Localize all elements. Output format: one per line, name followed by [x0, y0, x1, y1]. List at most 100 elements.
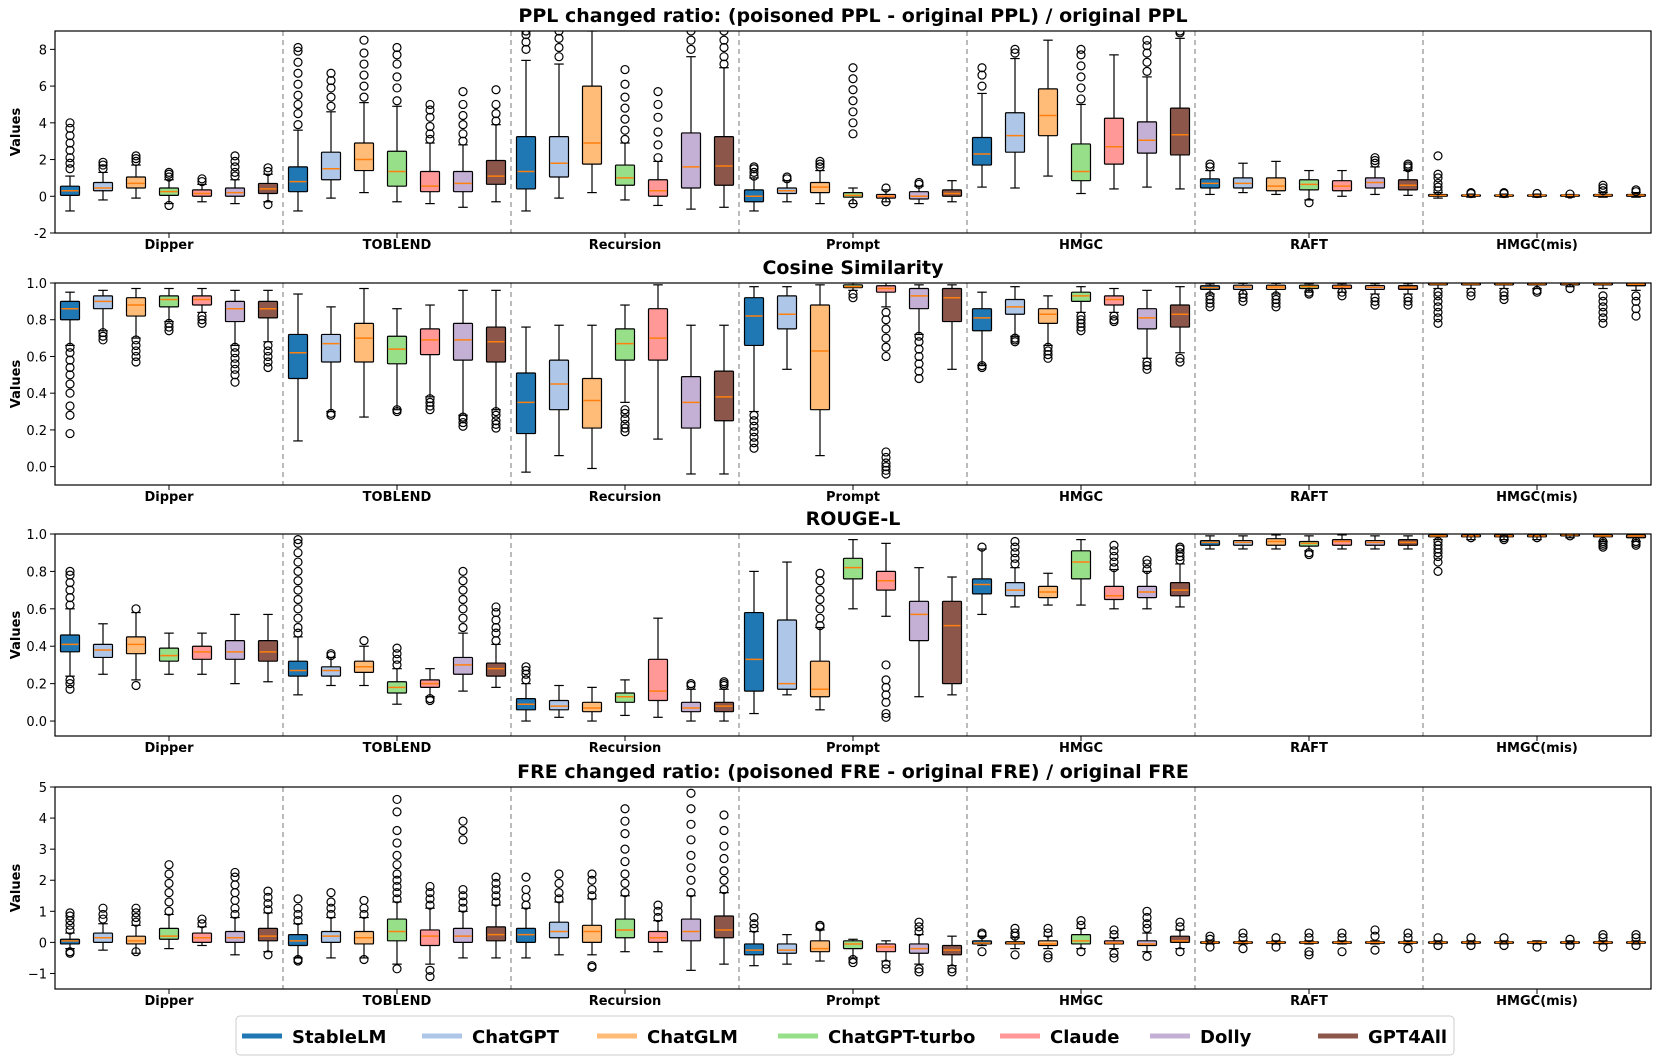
- outlier-point: [1175, 922, 1185, 932]
- outlier-point: [686, 819, 696, 829]
- outlier-point: [263, 351, 273, 362]
- outlier-point: [554, 878, 564, 888]
- outlier-point: [848, 96, 858, 106]
- outlier-point: [392, 894, 402, 904]
- box-gpt4all: [1397, 159, 1419, 196]
- outlier-point: [1370, 925, 1380, 935]
- panel-title: PPL changed ratio: (poisoned PPL - origi…: [518, 5, 1187, 27]
- outlier-point: [587, 884, 597, 895]
- outlier-point: [782, 172, 792, 182]
- outlier-point: [881, 708, 891, 719]
- box-claude: [875, 183, 897, 207]
- outlier-point: [1598, 313, 1608, 323]
- outlier-point: [1598, 307, 1608, 317]
- outlier-point: [293, 894, 303, 904]
- y-tick-label: 2: [39, 874, 47, 889]
- box-dolly: [680, 324, 702, 475]
- outlier-point: [1337, 947, 1347, 957]
- box-iqr: [647, 179, 669, 197]
- outlier-point: [263, 346, 273, 356]
- x-tick-label: Recursion: [589, 741, 662, 756]
- outlier-point: [1370, 293, 1380, 303]
- outlier-point: [1142, 57, 1152, 67]
- outlier-point: [392, 660, 402, 670]
- box-dolly: [1136, 35, 1158, 188]
- outlier-point: [293, 613, 303, 623]
- outlier-point: [230, 377, 240, 387]
- box-dolly: [1136, 555, 1158, 610]
- box-chatgpt-turbo: [1526, 534, 1548, 543]
- outlier-point: [491, 884, 501, 895]
- outlier-point: [98, 909, 108, 920]
- outlier-point: [65, 123, 75, 133]
- outlier-point: [1403, 159, 1413, 169]
- box-dolly: [1592, 534, 1614, 552]
- box-iqr: [125, 636, 147, 655]
- box-group: [59, 283, 1647, 479]
- outlier-point: [230, 888, 240, 898]
- outlier-point: [521, 892, 531, 902]
- box-iqr: [1103, 295, 1125, 306]
- outlier-point: [1631, 933, 1641, 943]
- panel-title: ROUGE-L: [806, 508, 901, 530]
- box-stablelm: [59, 118, 81, 212]
- box-stablelm: [1427, 534, 1449, 577]
- box-claude: [647, 900, 669, 953]
- outlier-point: [881, 452, 891, 463]
- outlier-point: [947, 964, 957, 974]
- y-tick-label: 4: [39, 117, 47, 132]
- box-chatgpt-turbo: [386, 42, 408, 203]
- outlier-point: [131, 340, 141, 351]
- outlier-point: [848, 957, 858, 968]
- outlier-point: [131, 335, 141, 345]
- box-dolly: [1364, 283, 1386, 310]
- y-tick-label: 0.0: [26, 461, 47, 476]
- box-dolly: [908, 177, 930, 205]
- outlier-point: [686, 679, 696, 689]
- box-chatgpt: [1004, 923, 1026, 960]
- outlier-point: [458, 897, 468, 907]
- box-stablelm: [1427, 933, 1449, 951]
- box-dolly: [1364, 153, 1386, 196]
- box-gpt4all: [713, 324, 735, 475]
- outlier-point: [554, 52, 564, 62]
- outlier-point: [65, 908, 75, 918]
- outlier-point: [1433, 178, 1443, 189]
- box-iqr: [1265, 177, 1287, 192]
- outlier-point: [230, 359, 240, 369]
- outlier-point: [1433, 182, 1443, 192]
- outlier-point: [230, 880, 240, 890]
- outlier-point: [425, 693, 435, 704]
- outlier-point: [881, 964, 891, 974]
- outlier-point: [521, 31, 531, 40]
- outlier-point: [1142, 364, 1152, 374]
- outlier-point: [458, 110, 468, 121]
- outlier-point: [1010, 48, 1020, 58]
- outlier-point: [1076, 83, 1086, 93]
- outlier-point: [1238, 933, 1248, 943]
- outlier-point: [1109, 557, 1119, 567]
- outlier-point: [326, 408, 336, 418]
- outlier-point: [131, 351, 141, 362]
- x-tick-label: HMGC(mis): [1496, 994, 1578, 1009]
- box-chatglm: [1493, 188, 1515, 199]
- outlier-point: [1205, 162, 1215, 172]
- outlier-point: [1337, 933, 1347, 943]
- box-chatgpt: [1232, 283, 1254, 306]
- outlier-point: [749, 410, 759, 420]
- outlier-point: [1565, 940, 1575, 951]
- outlier-point: [848, 118, 858, 128]
- x-tick-label: Prompt: [826, 994, 880, 1009]
- box-claude: [1559, 534, 1581, 541]
- outlier-point: [1142, 559, 1152, 569]
- outlier-point: [425, 105, 435, 115]
- x-tick-label: Prompt: [826, 490, 880, 505]
- box-iqr: [419, 170, 441, 193]
- box-chatgpt-turbo: [158, 287, 180, 336]
- outlier-point: [719, 810, 729, 820]
- box-stablelm: [59, 908, 81, 958]
- outlier-point: [1010, 536, 1020, 547]
- outlier-point: [1076, 318, 1086, 328]
- box-iqr: [809, 940, 831, 953]
- legend-label: ChatGPT-turbo: [828, 1027, 975, 1048]
